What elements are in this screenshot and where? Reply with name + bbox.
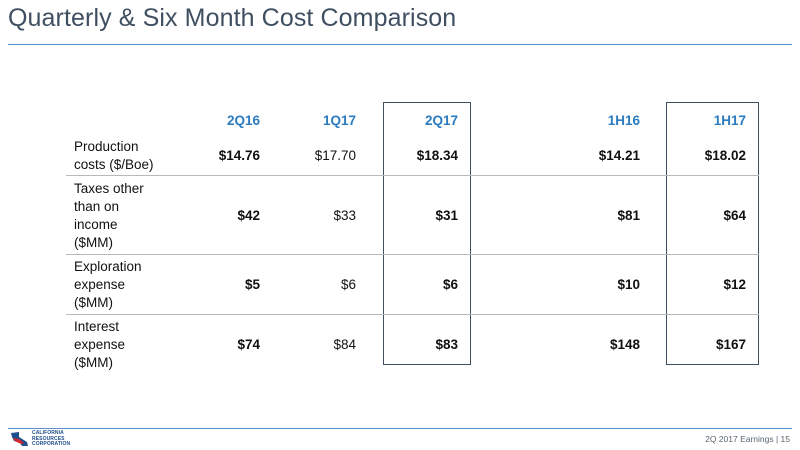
row-label-line: ($MM) bbox=[74, 235, 113, 250]
footer-page-label: 2Q 2017 Earnings | 15 bbox=[705, 434, 790, 444]
cell-production-2q16: $14.76 bbox=[218, 148, 260, 163]
cell-taxes-2q16: $42 bbox=[237, 208, 260, 223]
cell-production-1h16: $14.21 bbox=[598, 148, 640, 163]
cell-taxes-1h16: $81 bbox=[617, 208, 640, 223]
row-label-line: income bbox=[74, 217, 118, 232]
cell-exploration-1q17: $6 bbox=[340, 277, 356, 292]
row-label-line: expense bbox=[74, 277, 126, 292]
cell-interest-1h16: $148 bbox=[609, 337, 640, 352]
slide-title: Quarterly & Six Month Cost Comparison bbox=[8, 4, 457, 32]
logo-line: CORPORATION bbox=[32, 441, 71, 448]
cell-production-2q17: $18.34 bbox=[416, 148, 458, 163]
row-label-line: Taxes other bbox=[74, 181, 144, 196]
logo-line: RESOURCES bbox=[32, 435, 65, 442]
row-label-taxes: Taxes other than on income ($MM) bbox=[74, 180, 194, 252]
column-header-2q17: 2Q17 bbox=[424, 113, 458, 128]
company-logo: CALIFORNIA RESOURCES CORPORATION bbox=[10, 430, 71, 448]
highlight-box-2q17 bbox=[383, 102, 471, 365]
row-label-line: Exploration bbox=[74, 259, 142, 274]
row-label-line: ($MM) bbox=[74, 295, 113, 310]
row-divider bbox=[66, 175, 759, 176]
row-label-line: expense bbox=[74, 337, 126, 352]
cell-interest-2q17: $83 bbox=[435, 337, 458, 352]
cell-interest-1q17: $84 bbox=[333, 337, 356, 352]
row-label-line: ($MM) bbox=[74, 355, 113, 370]
row-label-line: costs ($/Boe) bbox=[74, 157, 154, 172]
footer-rule bbox=[8, 428, 792, 429]
cell-interest-1h17: $167 bbox=[715, 337, 746, 352]
title-rule bbox=[8, 44, 792, 45]
cell-production-1q17: $17.70 bbox=[314, 148, 356, 163]
logo-wordmark: CALIFORNIA RESOURCES CORPORATION bbox=[32, 430, 71, 448]
row-label-line: than on bbox=[74, 199, 120, 214]
cell-exploration-1h16: $10 bbox=[617, 277, 640, 292]
column-header-1q17: 1Q17 bbox=[322, 113, 356, 128]
cell-interest-2q16: $74 bbox=[237, 337, 260, 352]
cell-exploration-2q17: $6 bbox=[442, 277, 458, 292]
column-header-2q16: 2Q16 bbox=[226, 113, 260, 128]
row-divider bbox=[66, 254, 759, 255]
column-header-1h16: 1H16 bbox=[607, 113, 640, 128]
cell-taxes-1h17: $64 bbox=[723, 208, 746, 223]
cell-exploration-1h17: $12 bbox=[723, 277, 746, 292]
column-header-1h17: 1H17 bbox=[713, 113, 746, 128]
cell-exploration-2q16: $5 bbox=[244, 277, 260, 292]
row-divider bbox=[66, 314, 759, 315]
highlight-box-1h17 bbox=[666, 102, 759, 365]
cell-taxes-1q17: $33 bbox=[333, 208, 356, 223]
row-label-production: Production costs ($/Boe) bbox=[74, 138, 194, 174]
row-label-exploration: Exploration expense ($MM) bbox=[74, 258, 194, 312]
cell-production-1h17: $18.02 bbox=[704, 148, 746, 163]
logo-line: CALIFORNIA bbox=[32, 430, 64, 436]
row-label-line: Production bbox=[74, 139, 139, 154]
row-label-line: Interest bbox=[74, 319, 120, 334]
row-label-interest: Interest expense ($MM) bbox=[74, 318, 194, 372]
california-state-icon bbox=[11, 432, 28, 446]
cell-taxes-2q17: $31 bbox=[435, 208, 458, 223]
